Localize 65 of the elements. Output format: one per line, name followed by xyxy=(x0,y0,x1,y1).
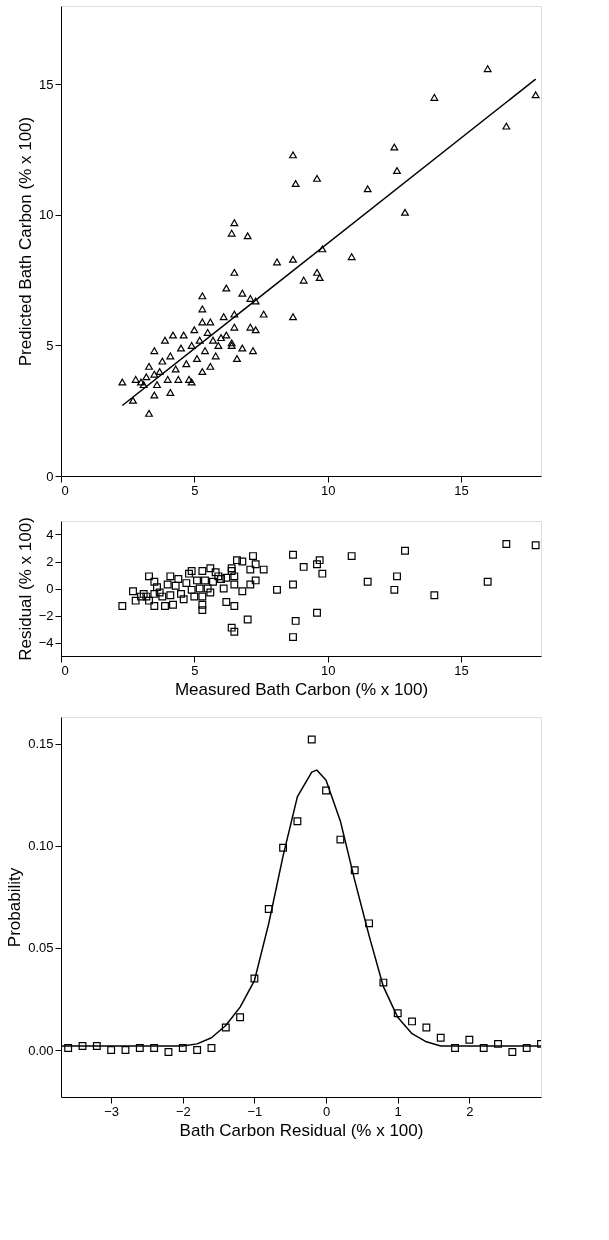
y-tick-label: 0.15 xyxy=(28,736,54,752)
y-tick-label: 0.00 xyxy=(28,1042,54,1058)
point xyxy=(193,1046,202,1054)
x-tick-label: 0 xyxy=(61,662,69,678)
point xyxy=(293,817,302,826)
y-axis-title: Residual (% x 100) xyxy=(15,517,35,661)
x-tick-label: 10 xyxy=(320,482,336,498)
y-tick-label: 15 xyxy=(39,76,54,92)
point xyxy=(422,1023,431,1032)
point xyxy=(479,1044,488,1052)
point xyxy=(150,1044,159,1052)
x-tick-label: 2 xyxy=(466,1103,474,1119)
point xyxy=(365,919,374,928)
y-tick-label: −4 xyxy=(38,635,54,650)
y-tick-label: 0 xyxy=(46,468,54,484)
point xyxy=(64,1044,73,1052)
x-tick-label: 15 xyxy=(454,482,469,498)
x-tick-label: −1 xyxy=(247,1103,263,1119)
x-tick-label: 0 xyxy=(61,482,69,498)
x-tick-label: 5 xyxy=(191,482,199,498)
point xyxy=(522,1044,531,1052)
y-tick-label: 4 xyxy=(46,527,54,542)
y-tick-label: 0.05 xyxy=(28,940,54,956)
x-tick-label: 0 xyxy=(322,1103,331,1119)
point xyxy=(494,1039,502,1048)
point xyxy=(307,735,316,744)
point xyxy=(379,978,388,987)
y-tick-label: 0 xyxy=(46,581,54,596)
y-tick-label: 0.10 xyxy=(28,838,54,854)
point xyxy=(350,866,359,875)
y-tick-label: 2 xyxy=(46,554,54,569)
point xyxy=(393,1009,402,1018)
x-axis-title: Measured Bath Carbon (% x 100) xyxy=(174,679,429,699)
y-axis-title: Predicted Bath Carbon (% x 100) xyxy=(16,116,36,367)
x-tick-label: −2 xyxy=(175,1103,191,1119)
x-tick-label: 5 xyxy=(191,662,199,678)
y-tick-label: −2 xyxy=(38,608,54,623)
x-tick-label: 10 xyxy=(320,662,336,678)
y-axis-title: Probability xyxy=(5,867,25,948)
point xyxy=(178,1044,187,1052)
point xyxy=(236,1013,245,1022)
point xyxy=(164,1048,173,1057)
point xyxy=(107,1046,116,1054)
point xyxy=(465,1035,474,1044)
point xyxy=(508,1048,517,1057)
y-tick-label: 5 xyxy=(46,337,54,353)
point xyxy=(408,1017,416,1026)
point xyxy=(264,905,273,913)
x-axis-title: Bath Carbon Residual (% x 100) xyxy=(179,1120,424,1140)
point xyxy=(78,1041,87,1050)
point xyxy=(207,1044,216,1052)
point xyxy=(436,1033,445,1042)
point xyxy=(322,786,331,795)
x-tick-label: 15 xyxy=(454,662,469,678)
point xyxy=(250,974,259,983)
x-tick-label: −3 xyxy=(104,1103,120,1119)
point xyxy=(336,835,345,844)
x-tick-label: 1 xyxy=(394,1103,402,1119)
point xyxy=(121,1046,130,1054)
point xyxy=(451,1044,459,1052)
point xyxy=(279,843,288,852)
y-tick-label: 10 xyxy=(39,207,54,223)
point xyxy=(135,1044,144,1052)
point xyxy=(92,1041,101,1050)
point xyxy=(221,1023,230,1032)
